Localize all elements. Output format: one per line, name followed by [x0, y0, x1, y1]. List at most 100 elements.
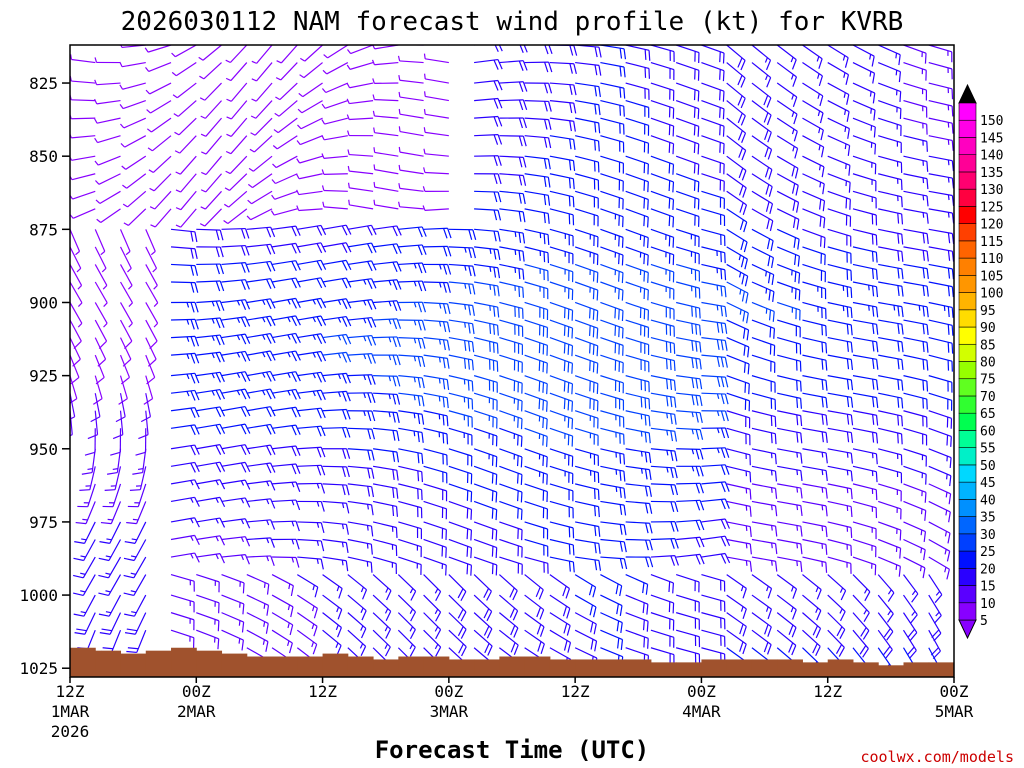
wind-barb: [928, 301, 954, 318]
barb-flag: [594, 525, 597, 537]
wind-barb: [124, 612, 147, 635]
terrain-step: [676, 662, 702, 677]
wind-barb: [751, 117, 772, 143]
wind-barb: [398, 538, 422, 558]
wind-barb: [372, 612, 392, 639]
barb-flag: [899, 548, 902, 559]
barb-flag: [392, 505, 395, 517]
barb-flag: [417, 470, 420, 482]
wind-barb: [423, 301, 451, 315]
barb-staff: [145, 264, 158, 286]
barb-flag: [244, 536, 251, 547]
barb-flag: [872, 306, 875, 317]
credit-link[interactable]: coolwx.com/models: [860, 748, 1014, 766]
barb-half-flag: [44, 170, 46, 175]
wind-barb: [246, 278, 276, 289]
wind-barb: [170, 612, 195, 631]
barb-flag: [825, 470, 828, 481]
barb-flag: [98, 592, 109, 597]
wind-barb: [574, 448, 599, 466]
barb-staff: [322, 594, 343, 610]
barb-flag: [269, 315, 276, 326]
barb-half-flag: [691, 466, 695, 472]
barb-flag: [569, 138, 572, 150]
barb-half-flag: [186, 302, 190, 308]
barb-half-flag: [172, 94, 178, 99]
barb-staff: [119, 264, 133, 286]
wind-barb: [70, 191, 71, 192]
wind-barb: [776, 62, 798, 87]
barb-half-flag: [105, 590, 111, 593]
wind-barb: [297, 297, 327, 309]
barb-staff: [549, 574, 570, 590]
barb-half-flag: [945, 492, 948, 498]
barb-flag: [244, 444, 251, 455]
barb-flag: [497, 307, 500, 318]
barb-flag: [446, 397, 449, 409]
barb-flag: [367, 335, 373, 346]
wind-barb: [322, 390, 351, 402]
barb-flag: [845, 74, 850, 85]
barb-staff: [650, 61, 675, 71]
barb-staff: [302, 82, 323, 98]
barb-flag: [720, 393, 725, 405]
barb-staff: [151, 135, 172, 152]
barb-staff: [70, 191, 71, 192]
wind-barb: [94, 319, 108, 349]
barb-flag: [538, 589, 544, 600]
wind-barb: [928, 263, 954, 280]
barb-flag: [719, 124, 721, 136]
barb-flag: [897, 305, 900, 317]
barb-flag: [194, 390, 200, 401]
barb-staff: [903, 538, 926, 551]
barb-staff: [124, 135, 147, 148]
wind-barb: [499, 263, 525, 280]
wind-barb: [322, 629, 342, 656]
barb-flag: [194, 462, 200, 473]
barb-flag: [819, 199, 822, 210]
colorbar-segment: [958, 412, 977, 431]
barb-flag: [52, 648, 62, 649]
barb-flag: [446, 415, 449, 427]
wind-barb: [196, 423, 226, 435]
barb-flag: [470, 530, 473, 541]
barb-flag: [194, 479, 200, 490]
barb-flag: [674, 484, 679, 496]
wind-barb: [827, 629, 845, 657]
barb-staff: [252, 173, 273, 189]
terrain-step: [246, 656, 273, 677]
barb-flag: [295, 463, 301, 474]
wind-barb: [347, 299, 377, 310]
barb-staff: [271, 574, 294, 587]
barb-flag: [73, 557, 84, 562]
wind-barb: [549, 538, 575, 556]
barb-flag: [926, 268, 929, 280]
barb-half-flag: [190, 480, 194, 486]
wind-barb: [474, 155, 502, 166]
wind-barb: [852, 263, 878, 280]
barb-flag: [699, 483, 704, 494]
wind-barb: [549, 594, 571, 619]
wind-barb: [751, 190, 774, 214]
barb-staff: [196, 371, 221, 377]
barb-flag: [79, 489, 90, 491]
wind-barb: [170, 372, 200, 384]
barb-half-flag: [363, 300, 367, 306]
x-tick-label: 12Z: [308, 682, 337, 701]
barb-staff: [347, 427, 372, 430]
barb-flag: [87, 434, 98, 440]
barb-staff: [827, 117, 850, 130]
barb-flag: [215, 352, 221, 363]
barb-flag: [749, 506, 752, 517]
wind-barb: [549, 173, 575, 190]
barb-half-flag: [398, 75, 401, 81]
wind-barb: [802, 574, 822, 600]
barb-flag: [493, 249, 497, 260]
wind-barb: [119, 117, 147, 129]
barb-flag: [720, 464, 726, 476]
barb-flag: [417, 338, 422, 349]
barb-half-flag: [346, 64, 351, 70]
barb-flag: [421, 280, 427, 292]
barb-flag: [573, 84, 577, 96]
wind-barb: [549, 629, 572, 653]
